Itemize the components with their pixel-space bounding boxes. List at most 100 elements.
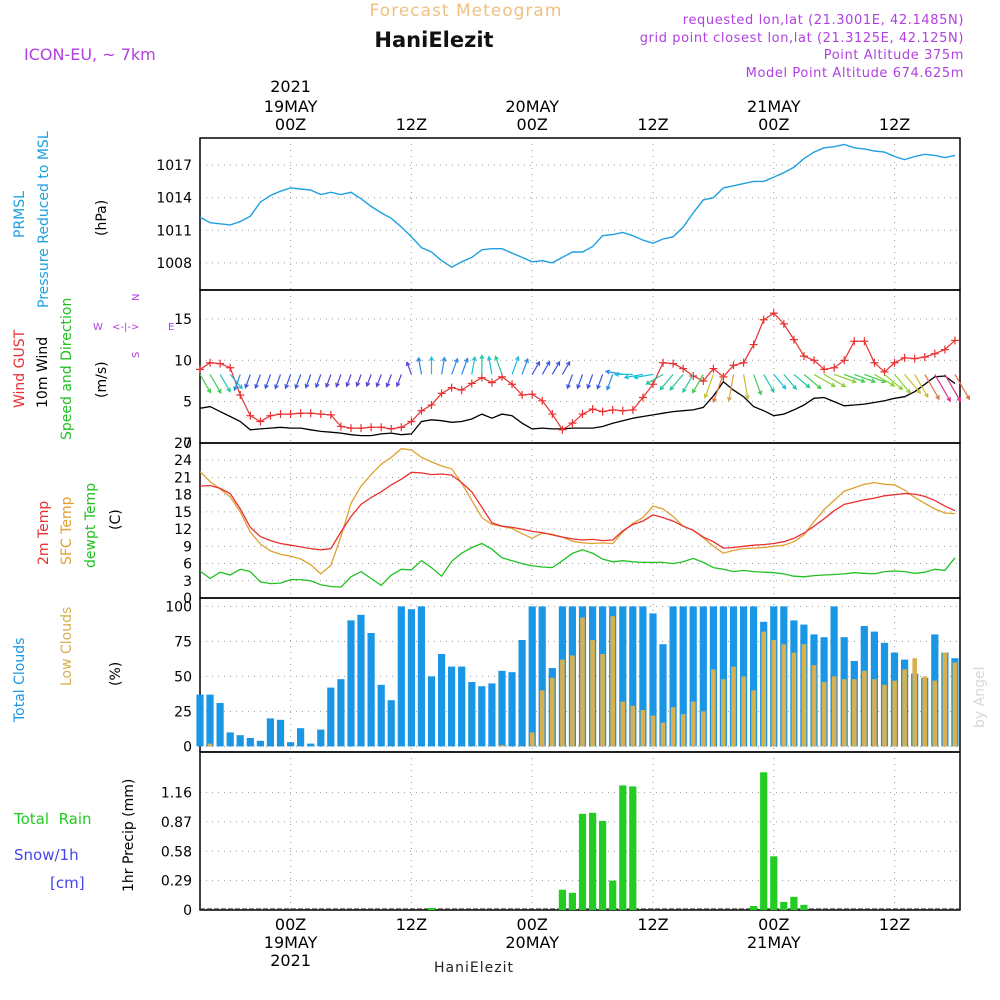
temp-ytick: 9	[183, 539, 192, 555]
low-cloud-bar	[751, 690, 756, 747]
wind-gust-marker	[427, 400, 436, 409]
top-time-label: 21MAY	[747, 97, 801, 116]
rain-bar	[568, 892, 576, 910]
bottom-time-label: 21MAY	[747, 933, 801, 952]
low-cloud-bar	[570, 655, 575, 747]
low-cloud-bar	[882, 684, 887, 747]
total-cloud-bar	[266, 718, 274, 747]
top-year-label: 2021	[270, 77, 311, 96]
wind-direction-arrow	[596, 374, 604, 390]
wind-gust-marker	[659, 358, 668, 367]
total-cloud-bar	[699, 606, 707, 747]
wind-direction-arrow	[304, 374, 312, 389]
wind-direction-arrow	[345, 374, 352, 388]
wind-gust-marker	[890, 358, 899, 367]
total-cloud-bar	[357, 614, 365, 747]
compass-s: S	[131, 352, 142, 358]
compass-n: N	[131, 294, 142, 301]
wind-direction-arrow	[773, 374, 787, 390]
temp-sfc-label: SFC Temp	[59, 496, 75, 565]
temp-ytick: 3	[183, 574, 192, 590]
temp-ytick: 18	[174, 488, 192, 504]
wind-direction-arrow	[813, 373, 836, 388]
wind-direction-arrow	[803, 373, 822, 390]
wind-gust-marker	[528, 390, 537, 399]
clouds-ytick: 50	[174, 669, 192, 685]
low-cloud-bar	[529, 732, 535, 747]
clouds-ytick: 25	[174, 704, 192, 720]
pressure-label-desc: Pressure Reduced to MSL	[36, 131, 52, 308]
wind-gust-marker	[598, 407, 607, 416]
wind-gust-marker	[910, 354, 919, 363]
temp-dew-line	[199, 542, 956, 588]
temp-ytick: 6	[183, 557, 192, 573]
rain-bar	[619, 785, 627, 910]
bottom-time-label: 00Z	[517, 915, 548, 934]
snow-label: Snow/1h	[14, 846, 79, 864]
top-time-label: 20MAY	[505, 97, 559, 116]
total-cloud-bar	[629, 606, 637, 747]
model-altitude: Model Point Altitude 674.625m	[746, 66, 964, 81]
low-cloud-bar	[831, 676, 837, 747]
wind-direction-arrow	[494, 355, 503, 375]
temp-ytick: 27	[174, 436, 192, 452]
temp-ytick: 15	[174, 505, 192, 521]
wind-direction-arrow	[874, 373, 896, 387]
low-cloud-bar	[539, 690, 545, 747]
wind-direction-arrow	[753, 374, 763, 396]
wind-direction-arrow	[487, 355, 493, 375]
wind-direction-arrow	[645, 373, 664, 385]
low-cloud-bar	[499, 745, 505, 747]
total-cloud-bar	[367, 633, 375, 747]
wind-direction-arrow	[395, 374, 402, 388]
wind-direction-arrow	[692, 374, 704, 394]
wind-gust-marker	[719, 372, 728, 381]
pressure-frame	[199, 137, 961, 291]
rain-bar	[589, 812, 597, 910]
total-cloud-bar	[719, 606, 727, 747]
wind-direction-arrow	[843, 373, 866, 383]
wind-direction-arrow	[244, 374, 251, 389]
low-cloud-bar	[912, 658, 917, 747]
wind-gust-marker	[226, 363, 235, 372]
point-altitude: Point Altitude 375m	[824, 48, 964, 63]
total-cloud-bar	[659, 644, 667, 747]
low-cloud-bar	[690, 701, 696, 747]
wind-direction-arrow	[904, 374, 922, 395]
total-cloud-bar	[427, 676, 436, 747]
total-cloud-bar	[639, 606, 647, 747]
wind-direction-arrow	[954, 374, 970, 401]
wind-gust-marker	[709, 364, 718, 373]
wind-direction-arrow	[461, 357, 469, 375]
low-cloud-bar	[801, 644, 807, 747]
wind-gust-marker	[830, 363, 839, 372]
wind-gust-label: Wind GUST	[12, 329, 28, 408]
rain-label: Total Rain	[13, 810, 92, 828]
wind-gust-marker	[789, 335, 798, 344]
low-cloud-bar	[902, 669, 907, 747]
wind-gust-marker	[548, 410, 557, 419]
wind-gust-marker	[367, 423, 376, 432]
wind-direction-arrow	[604, 369, 623, 375]
temp-unit: (C)	[108, 509, 124, 530]
wind-gust-marker	[326, 410, 335, 419]
pressure-unit: (hPa)	[94, 200, 110, 236]
compass-rose: N S W E <-|->	[93, 294, 174, 358]
wind-direction-arrow	[365, 374, 372, 388]
wind-gust-marker	[810, 356, 819, 365]
total-cloud-bar	[287, 742, 295, 747]
wind-gust-marker	[246, 411, 255, 420]
low-cloud-bar	[922, 676, 927, 747]
wind-direction-arrow	[325, 374, 332, 389]
wind-direction-arrow	[314, 374, 322, 389]
total-cloud-bar	[619, 606, 627, 747]
wind-gust-marker	[679, 364, 688, 373]
clouds-ytick: 100	[165, 599, 192, 615]
wind-gust-marker	[669, 359, 678, 368]
total-cloud-bar	[206, 694, 214, 747]
low-cloud-bar	[550, 677, 555, 747]
total-cloud-bar	[297, 728, 305, 747]
total-cloud-bar	[327, 687, 335, 747]
pressure-label-prmsl: PRMSL	[12, 191, 28, 238]
